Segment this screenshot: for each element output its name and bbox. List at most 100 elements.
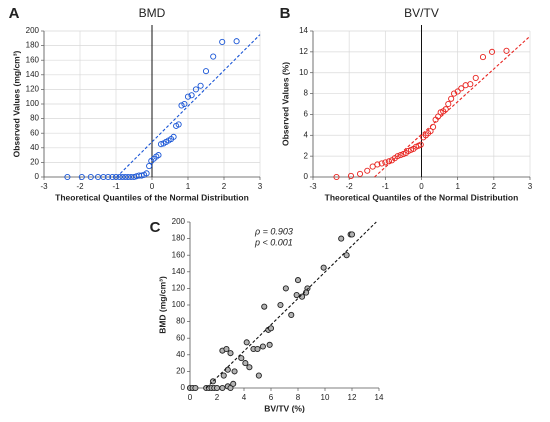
panel-label: A — [9, 5, 20, 22]
point — [197, 82, 204, 89]
point — [320, 264, 327, 271]
y-tick-label: 12 — [299, 47, 308, 56]
point — [343, 252, 350, 259]
point — [119, 173, 126, 181]
point — [100, 173, 107, 181]
point — [178, 102, 185, 109]
point — [293, 291, 300, 299]
point — [294, 277, 302, 284]
y-tick-label: 100 — [26, 99, 40, 108]
x-tick-label: 4 — [242, 393, 247, 402]
y-tick-label: 80 — [176, 317, 185, 326]
point — [467, 81, 474, 88]
point — [479, 54, 487, 61]
point — [448, 95, 455, 102]
reference-line — [116, 34, 261, 178]
x-tick-label: 0 — [419, 182, 424, 191]
point — [181, 100, 188, 108]
point — [146, 162, 153, 170]
x-tick-label: 14 — [375, 393, 384, 402]
point — [227, 384, 234, 392]
x-tick-label: 1 — [186, 182, 191, 191]
y-tick-label: 140 — [172, 267, 186, 276]
y-tick-label: 0 — [35, 172, 40, 181]
x-tick-label: -1 — [382, 182, 390, 191]
x-tick-label: 2 — [222, 182, 227, 191]
point — [138, 172, 145, 179]
point — [458, 85, 465, 92]
point — [277, 301, 284, 309]
point — [417, 141, 424, 148]
y-axis-label: Observed Values (%) — [280, 62, 290, 146]
y-tick-label: 200 — [26, 26, 40, 35]
chart-title: BV/TV — [404, 6, 439, 20]
y-tick-label: 0 — [181, 383, 186, 392]
y-tick-label: 2 — [304, 151, 309, 160]
x-tick-label: 6 — [269, 393, 274, 402]
y-tick-label: 40 — [30, 143, 39, 152]
point — [105, 173, 112, 181]
x-tick-label: 1 — [455, 182, 460, 191]
point — [64, 173, 71, 181]
point — [243, 339, 250, 346]
point — [374, 161, 381, 168]
y-tick-label: 0 — [304, 172, 309, 181]
x-tick-label: 3 — [528, 182, 533, 191]
point — [288, 311, 295, 319]
point — [192, 384, 199, 392]
y-tick-label: 40 — [176, 350, 185, 359]
point — [445, 100, 452, 108]
x-tick-label: 0 — [188, 393, 193, 402]
point — [219, 384, 226, 392]
x-tick-label: -2 — [346, 182, 354, 191]
x-axis-label: Theoretical Quantiles of the Normal Dist… — [325, 192, 519, 202]
x-tick-label: -3 — [40, 182, 48, 191]
point — [233, 38, 240, 45]
x-tick-label: 2 — [492, 182, 497, 191]
point — [238, 355, 245, 362]
point — [246, 364, 253, 371]
point — [109, 173, 116, 181]
point — [338, 235, 345, 242]
y-tick-label: 180 — [26, 41, 40, 50]
x-axis-label: Theoretical Quantiles of the Normal Dist… — [55, 192, 249, 202]
y-tick-label: 140 — [26, 70, 40, 79]
point — [170, 133, 177, 140]
point — [242, 360, 249, 367]
y-tick-label: 120 — [172, 284, 186, 293]
y-tick-label: 8 — [304, 89, 309, 98]
annotation: p < 0.001 — [254, 237, 293, 247]
y-tick-label: 200 — [172, 217, 186, 226]
y-tick-label: 60 — [176, 333, 185, 342]
point — [267, 325, 275, 332]
x-tick-label: 0 — [150, 182, 155, 191]
point — [454, 88, 461, 95]
point — [266, 341, 273, 348]
point — [230, 380, 237, 387]
panel-label: C — [150, 219, 161, 236]
point — [219, 38, 226, 46]
y-tick-label: 120 — [26, 85, 40, 94]
x-axis-label: BV/TV (%) — [264, 403, 305, 413]
point — [488, 48, 496, 55]
annotation: ρ = 0.903 — [254, 226, 293, 236]
point — [87, 173, 94, 181]
y-tick-label: 10 — [299, 68, 308, 77]
x-tick-label: 3 — [258, 182, 263, 191]
point — [224, 366, 231, 373]
point — [261, 303, 268, 310]
y-tick-label: 160 — [172, 250, 186, 259]
point — [210, 53, 217, 60]
point — [202, 68, 210, 75]
point — [175, 121, 182, 128]
chart-title: BMD — [139, 6, 166, 20]
point — [333, 173, 340, 181]
point — [143, 170, 150, 177]
y-tick-label: 4 — [304, 130, 309, 139]
y-tick-label: 80 — [30, 114, 39, 123]
point — [255, 372, 262, 379]
y-axis-label: Observed Values (mg/cm³) — [11, 50, 21, 157]
x-tick-label: -3 — [309, 182, 317, 191]
point — [503, 47, 510, 54]
